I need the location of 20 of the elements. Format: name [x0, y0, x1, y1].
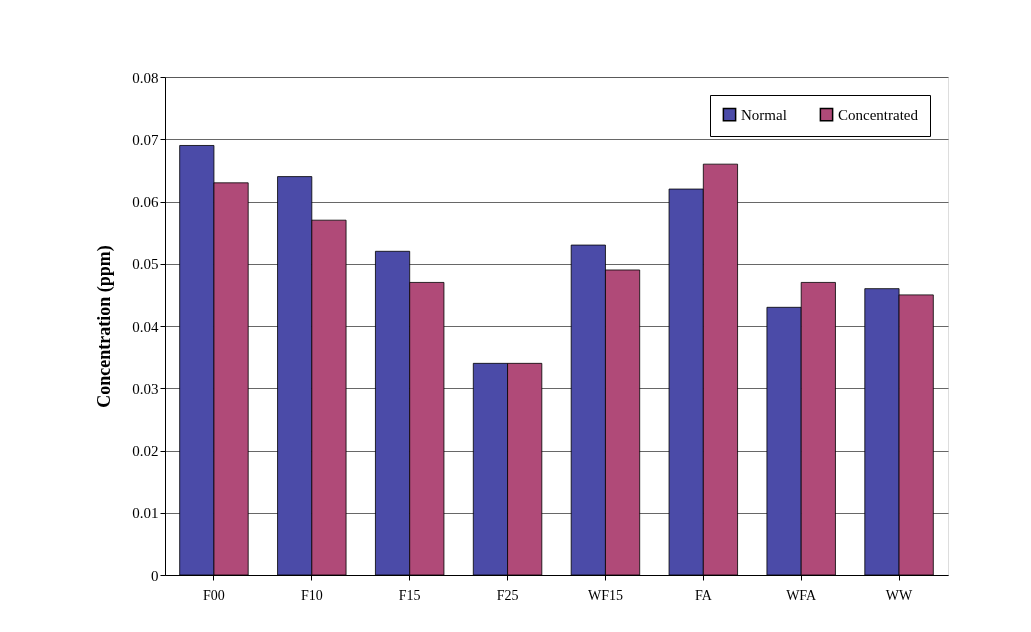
y-tick-label: 0.07 [132, 131, 159, 148]
x-tick-label: F25 [496, 587, 519, 603]
y-tick-label: 0.01 [132, 505, 159, 522]
x-tick-label: F10 [300, 587, 323, 603]
x-tick-label: F00 [203, 587, 225, 603]
y-tick-label: 0.02 [132, 443, 159, 459]
y-tick-label: 0.03 [132, 380, 159, 397]
y-tick-label: 0 [151, 567, 159, 584]
legend-label: Concentrated [838, 106, 919, 123]
x-tick-label: FA [694, 587, 713, 603]
legend-label: Normal [741, 106, 787, 123]
y-tick-label: 0.06 [132, 194, 159, 210]
x-tick-label: WW [885, 587, 914, 603]
x-tick-label: F15 [398, 587, 421, 603]
x-tick-label: WF15 [587, 587, 623, 603]
y-tick-label: 0.05 [132, 256, 159, 273]
x-tick-label: WFA [786, 587, 818, 603]
y-tick-label: 0.08 [132, 69, 159, 86]
y-tick-label: 0.04 [132, 318, 159, 335]
y-axis-title: Concentration (ppm) [94, 245, 116, 408]
